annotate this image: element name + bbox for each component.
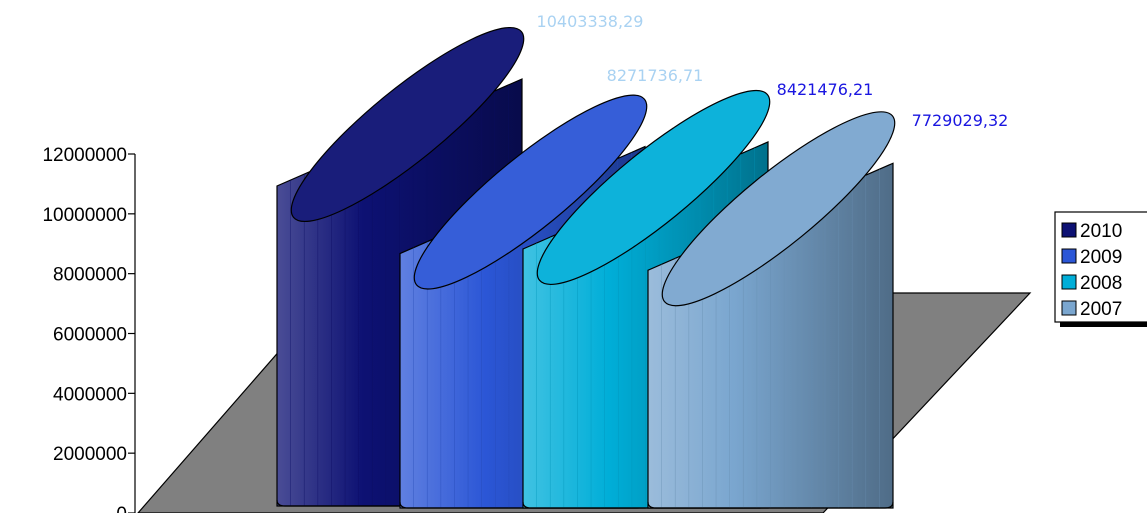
data-label-2008: 8421476,21 <box>777 80 874 99</box>
legend-label-2007: 2007 <box>1080 299 1122 320</box>
cylinder-top <box>536 89 771 286</box>
legend-label-2008: 2008 <box>1080 273 1122 294</box>
cylinder-2007 <box>647 111 896 509</box>
y-tick-label: 12000000 <box>42 145 127 166</box>
y-tick-label: 0 <box>116 504 127 513</box>
cylinder-top <box>661 111 896 307</box>
legend-label-2009: 2009 <box>1080 247 1122 268</box>
data-label-2010: 10403338,29 <box>537 12 644 31</box>
legend-swatch-2009 <box>1061 248 1077 264</box>
y-tick-label: 2000000 <box>53 444 127 465</box>
legend-items: 2010 2009 2008 2007 <box>1061 221 1122 320</box>
y-axis-ticks: 0 2000000 4000000 6000000 8000000 10000000 120… <box>42 145 135 513</box>
legend-label-2010: 2010 <box>1080 221 1122 242</box>
y-tick-label: 4000000 <box>53 384 127 405</box>
y-tick-label: 8000000 <box>53 265 127 286</box>
legend-swatch-2008 <box>1061 274 1077 290</box>
data-label-2009: 8271736,71 <box>607 66 704 85</box>
cylinder-top <box>290 26 525 223</box>
legend: 2010 2009 2008 2007 <box>1054 211 1147 327</box>
cylinder-bars <box>276 26 896 509</box>
cylinder-top <box>413 94 648 290</box>
y-tick-label: 6000000 <box>53 325 127 346</box>
legend-swatch-2010 <box>1061 222 1077 238</box>
data-label-2007: 7729029,32 <box>912 111 1009 130</box>
y-tick-label: 10000000 <box>42 205 127 226</box>
legend-swatch-2007 <box>1061 300 1077 316</box>
data-labels: 10403338,29 8271736,71 8421476,21 7729029,3… <box>537 12 1009 130</box>
